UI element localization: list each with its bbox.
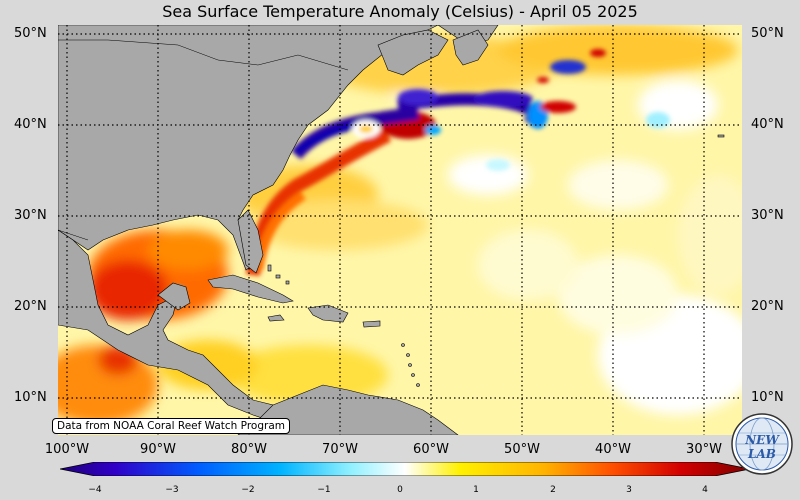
sst-anomaly-map (58, 25, 742, 435)
lat-label-left: 40°N (14, 117, 47, 132)
colorbar-tick: −1 (317, 485, 331, 495)
lat-label-right: 10°N (751, 390, 784, 405)
anomaly-field (58, 25, 742, 425)
lon-label: 60°W (413, 442, 449, 457)
colorbar-tick: 0 (397, 485, 403, 495)
logo-text: NEW LAB (745, 433, 779, 461)
lat-label-right: 30°N (751, 208, 784, 223)
colorbar-tick: −3 (165, 485, 179, 495)
lon-label: 70°W (322, 442, 358, 457)
lat-label-right: 20°N (751, 299, 784, 314)
lon-label: 80°W (231, 442, 267, 457)
lat-label-left: 20°N (14, 299, 47, 314)
map-title: Sea Surface Temperature Anomaly (Celsius… (162, 2, 638, 21)
colorbar (60, 462, 750, 476)
lon-label: 40°W (595, 442, 631, 457)
colorbar-tick: 1 (473, 485, 479, 495)
borders (58, 39, 349, 241)
lat-label-right: 50°N (751, 26, 784, 41)
colorbar-tick: 2 (550, 485, 556, 495)
graticule (58, 25, 742, 435)
colorbar-tick: −4 (88, 485, 102, 495)
lat-label-left: 50°N (14, 26, 47, 41)
colorbar-tick: 3 (626, 485, 632, 495)
colorbar-tick: −2 (241, 485, 255, 495)
lon-label: 100°W (44, 442, 90, 457)
colorbar-tick: 4 (702, 485, 708, 495)
lat-label-left: 30°N (14, 208, 47, 223)
attribution-label: Data from NOAA Coral Reef Watch Program (52, 418, 290, 434)
colorbar-gradient (60, 462, 750, 476)
lat-label-left: 10°N (14, 390, 47, 405)
lon-label: 50°W (504, 442, 540, 457)
globe-logo-icon (731, 413, 793, 475)
lat-label-right: 40°N (751, 117, 784, 132)
lon-label: 90°W (140, 442, 176, 457)
lon-label: 30°W (686, 442, 722, 457)
